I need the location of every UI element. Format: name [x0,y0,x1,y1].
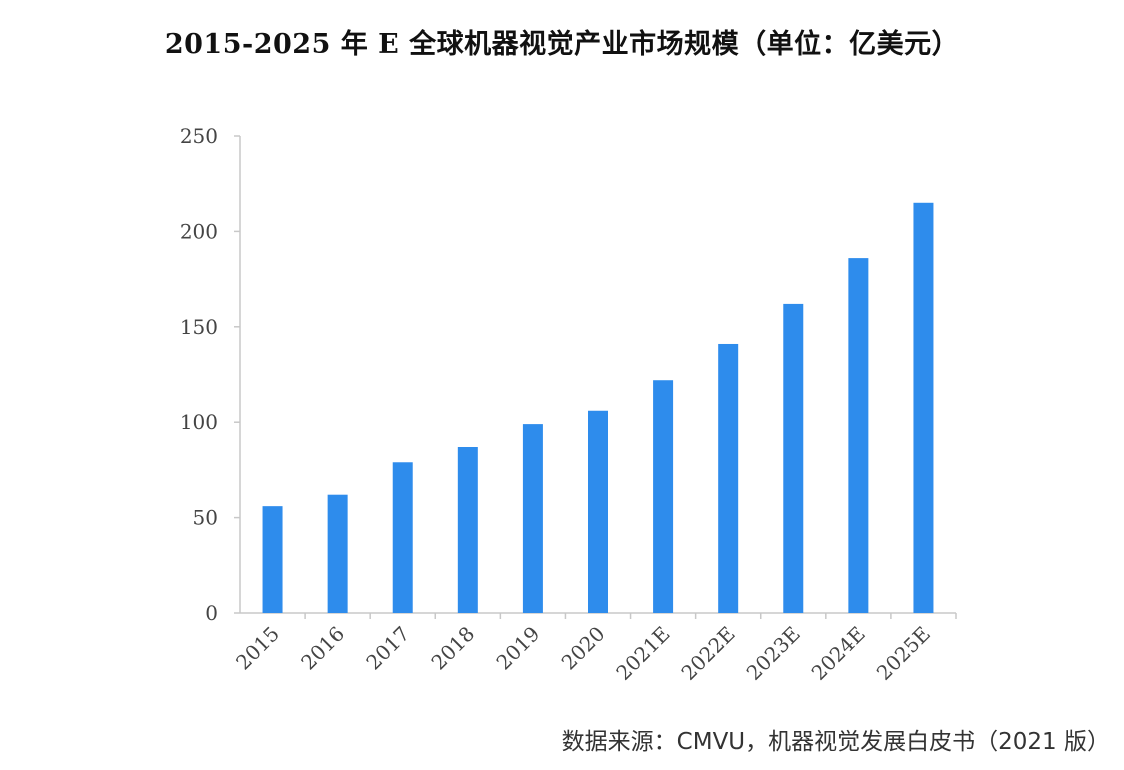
x-tick-label: 2015 [231,622,284,675]
y-axis: 0 50 100 150 200 250 [180,124,241,625]
x-tick-label: 2025E [872,622,935,685]
bar-2017 [392,462,413,613]
bar-2019 [522,424,543,613]
y-tick-label: 50 [193,506,218,530]
x-tick-label: 2022E [676,622,739,685]
bar-2024E [848,258,869,613]
bar-2023E [783,303,804,613]
x-tick-labels: 2015 2016 2017 2018 2019 2020 2021E 2022E 2023E 2… [231,622,935,685]
x-tick-label: 2024E [807,622,870,685]
x-tick-label: 2016 [296,622,349,675]
y-tick-label: 150 [180,315,218,339]
y-tick-label: 200 [180,219,218,243]
x-tick-label: 2019 [491,622,544,675]
y-tick-label: 250 [180,124,218,148]
x-axis [240,612,957,619]
source-note: 数据来源：CMVU，机器视觉发展白皮书（2021 版） [561,729,1110,755]
bar-2021E [653,380,674,613]
x-tick-label: 2021E [611,622,674,685]
bars [262,202,934,613]
x-tick-label: 2023E [742,622,805,685]
x-tick-label: 2020 [557,622,610,675]
chart-title: 2015-2025 年 E 全球机器视觉产业市场规模（单位：亿美元） [164,29,960,60]
y-tick-label: 100 [180,410,218,434]
bar-2016 [327,494,348,613]
x-tick-label: 2018 [426,622,479,675]
bar-2015 [262,506,283,613]
y-tick-label: 0 [205,601,218,625]
bar-2020 [588,410,608,613]
x-tick-label: 2017 [361,622,414,675]
bar-2022E [718,343,739,613]
bar-2025E [913,202,934,613]
bar-2018 [457,447,478,613]
bar-chart: 0 50 100 150 200 250 2015 2016 2017 2018 2019 2020… [180,124,957,685]
